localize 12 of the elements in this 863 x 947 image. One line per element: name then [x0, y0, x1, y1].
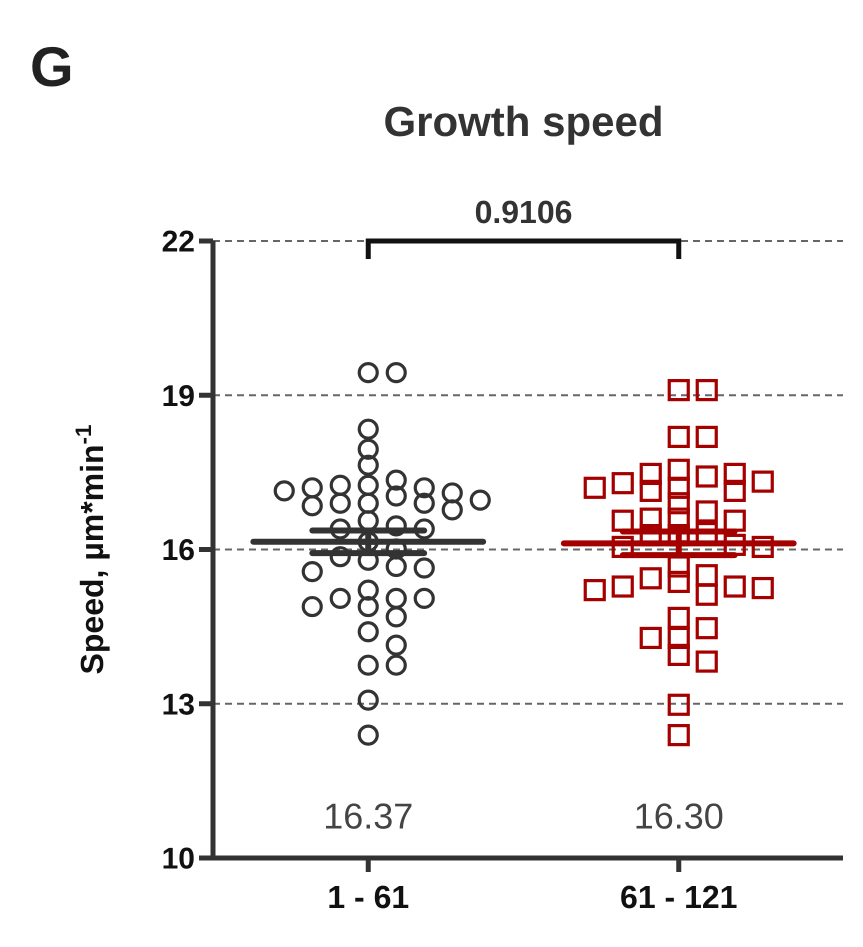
x-tick-label: 61 - 121 [620, 879, 738, 915]
y-tick-label: 19 [162, 380, 195, 413]
y-tick-label: 16 [162, 534, 195, 567]
y-tick-label: 10 [162, 842, 195, 876]
annotation: 16.37 [323, 796, 414, 837]
x-tick-label: 1 - 61 [327, 879, 410, 915]
annotation: 16.30 [634, 796, 724, 837]
y-tick-label: 22 [162, 226, 195, 258]
text: G [30, 35, 74, 98]
y-tick-label: 13 [162, 688, 195, 722]
text: 0.9106 [474, 194, 572, 230]
chart-title: Growth speed [383, 98, 664, 145]
